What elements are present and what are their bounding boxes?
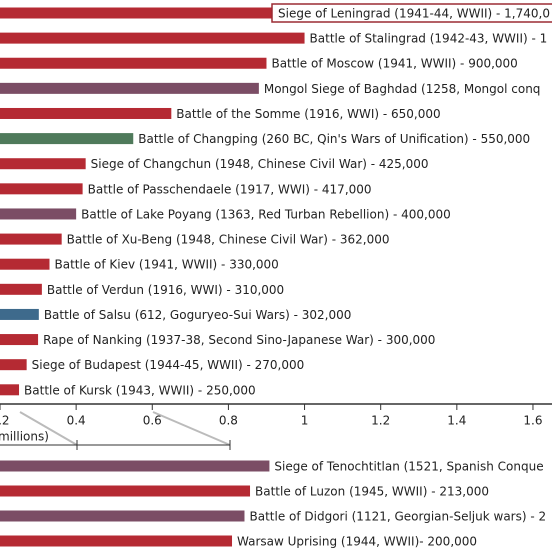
bar [0,208,77,220]
x-tick-label: 1.6 [523,414,542,428]
bar-label: Mongol Siege of Baghdad (1258, Mongol co… [264,82,541,96]
bar [0,233,62,245]
bar [0,485,251,497]
bar [0,107,172,119]
bar-label: Siege of Budapest (1944-45, WWII) - 270,… [32,358,305,372]
zoom-connector [152,411,231,446]
x-tick-label: 0.2 [0,414,10,428]
x-tick-label: 1.4 [447,414,466,428]
bar-label: Battle of Passchendaele (1917, WWI) - 41… [88,182,372,196]
bar-label: Battle of Kiev (1941, WWII) - 330,000 [54,258,278,272]
bar-label: Battle of Changping (260 BC, Qin's Wars … [138,132,530,146]
bar [0,133,134,145]
bar [0,258,50,270]
x-tick-label: 0.6 [143,414,162,428]
bar-label: Battle of Moscow (1941, WWII) - 900,000 [271,57,517,71]
zoom-connector [19,411,78,446]
bar [0,308,39,320]
bar-label: Battle of Luzon (1945, WWII) - 213,000 [255,485,489,499]
bar-label: Rape of Nanking (1937-38, Second Sino-Ja… [43,333,435,347]
bar-label: Battle of Salsu (612, Goguryeo-Sui Wars)… [44,308,352,322]
bar [0,183,83,195]
bar-label: Siege of Leningrad (1941-44, WWII) - 1,7… [278,7,550,21]
bar [0,82,259,94]
x-axis-label: millions) [0,430,49,444]
x-tick-label: 1.2 [371,414,390,428]
x-tick-label: 1 [301,414,309,428]
bar [0,359,27,371]
bar-label: Siege of Changchun (1948, Chinese Civil … [91,157,429,171]
bar [0,334,39,346]
bar-label: Battle of the Somme (1916, WWI) - 650,00… [176,107,440,121]
bar [0,460,270,472]
bar-label: Battle of Kursk (1943, WWII) - 250,000 [24,383,256,397]
label-box [271,3,552,23]
bar-label: Battle of Stalingrad (1942-43, WWII) - 1 [310,32,548,46]
bar [0,32,305,44]
bar-label: Warsaw Uprising (1944, WWII)- 200,000 [237,535,477,549]
x-tick-label: 0.4 [67,414,86,428]
bar [0,158,86,170]
bar [0,57,267,69]
bar-label: Battle of Xu-Beng (1948, Chinese Civil W… [67,233,390,247]
bar [0,384,20,396]
bar [0,283,42,295]
bar-label: Siege of Tenochtitlan (1521, Spanish Con… [274,460,543,474]
bar [0,535,233,547]
bar [0,510,245,522]
bar-label: Battle of Didgori (1121, Georgian-Seljuk… [249,510,546,524]
bar-label: Battle of Verdun (1916, WWI) - 310,000 [47,283,284,297]
x-tick-label: 0.8 [219,414,238,428]
bar-label: Battle of Lake Poyang (1363, Red Turban … [81,207,451,221]
